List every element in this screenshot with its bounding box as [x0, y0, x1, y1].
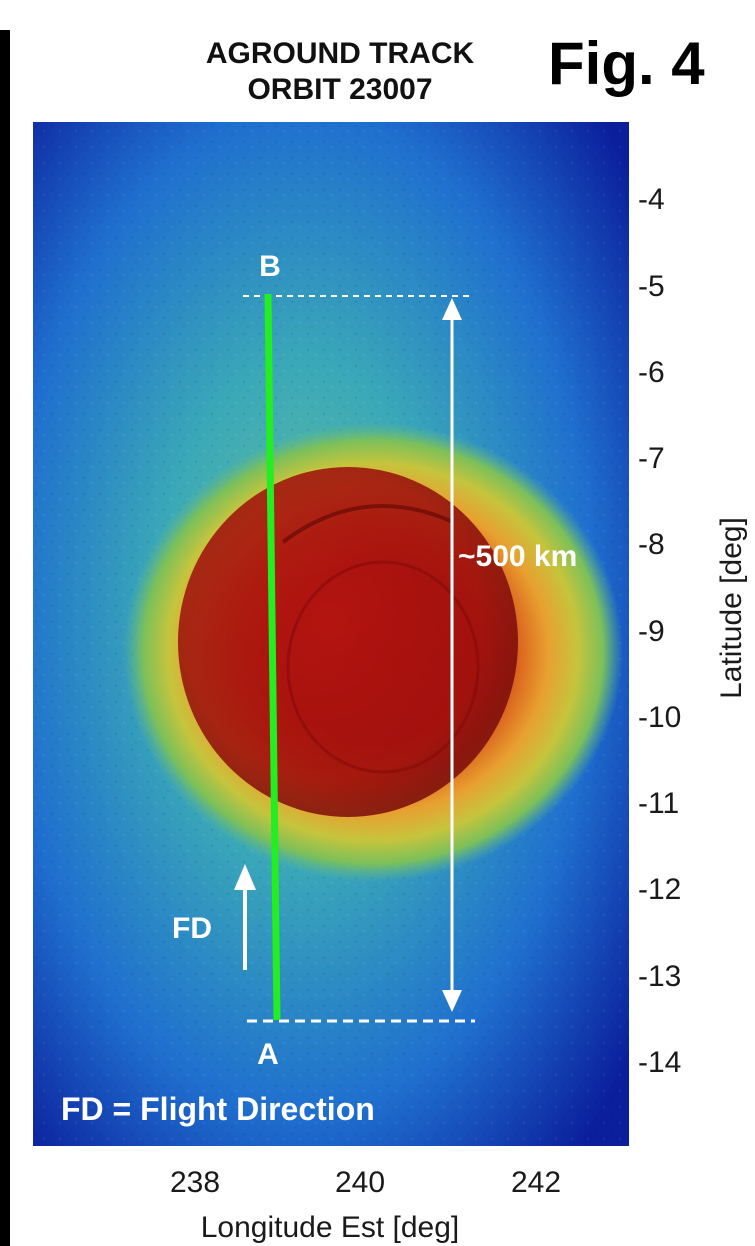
lat-tick: -14 [638, 1046, 682, 1079]
lat-tick: -6 [638, 356, 665, 389]
lat-tick: -4 [638, 183, 665, 216]
flight-direction-label: FD [172, 912, 212, 945]
crater-inner-ridge [281, 504, 454, 544]
distance-arrow-head-down [442, 990, 462, 1012]
lon-tick: 240 [334, 1166, 386, 1199]
figure-title: AGROUND TRACK ORBIT 23007 [150, 36, 530, 108]
lat-tick: -11 [638, 787, 680, 820]
figure-number-label: Fig. 4 [548, 30, 705, 97]
point-a-label: A [257, 1038, 279, 1071]
longitude-axis-label: Longitude Est [deg] [200, 1211, 460, 1244]
title-line-2: ORBIT 23007 [247, 73, 433, 106]
crater-floor [178, 467, 518, 817]
distance-arrow-head-up [442, 298, 462, 320]
lat-tick: -10 [638, 701, 682, 734]
lat-tick: -12 [638, 873, 682, 906]
latitude-axis-label: Latitude [deg] [715, 517, 748, 699]
left-border-bar [0, 30, 10, 1246]
lon-tick: 242 [510, 1166, 562, 1199]
lon-tick: 238 [169, 1166, 221, 1199]
topographic-map[interactable]: B A ~500 km FD FD = Flight Direction [33, 122, 629, 1146]
lat-tick: -5 [638, 270, 665, 303]
legend-flight-direction: FD = Flight Direction [61, 1091, 375, 1127]
crater-central-ring [286, 560, 480, 774]
lat-tick: -13 [638, 960, 682, 993]
flight-direction-arrow-icon [234, 864, 256, 890]
lat-tick: -8 [638, 528, 665, 561]
title-line-1: AGROUND TRACK [205, 37, 475, 70]
lat-tick: -9 [638, 615, 665, 648]
ground-track-line [264, 293, 281, 1021]
lat-tick: -7 [638, 442, 665, 475]
distance-label: ~500 km [458, 540, 577, 573]
point-b-label: B [259, 250, 281, 283]
map-canvas: B A ~500 km FD FD = Flight Direction [33, 122, 629, 1146]
